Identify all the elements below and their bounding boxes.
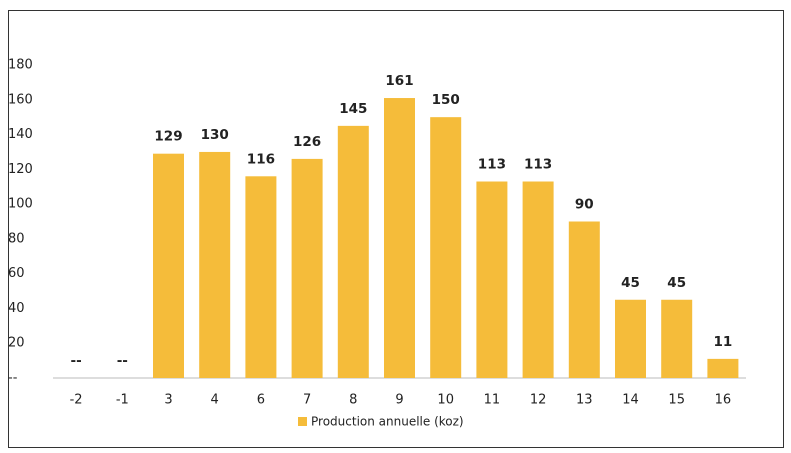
value-label: 145 — [339, 101, 367, 117]
bar — [568, 221, 600, 378]
legend-swatch — [298, 417, 307, 426]
x-tick-label: 4 — [211, 393, 219, 408]
value-label: 113 — [478, 157, 506, 173]
value-label: 130 — [201, 127, 229, 143]
value-label: 126 — [293, 134, 321, 150]
bar — [337, 125, 369, 378]
bar — [245, 176, 277, 378]
bar — [615, 299, 646, 378]
value-label: 11 — [714, 334, 733, 350]
bar — [476, 181, 508, 378]
x-tick-label: 11 — [484, 393, 501, 408]
bar — [522, 181, 554, 378]
value-label: 116 — [247, 151, 275, 167]
x-tick-label: 9 — [395, 393, 403, 408]
chart-border — [8, 10, 784, 448]
x-tick-label: 16 — [715, 393, 732, 408]
value-label: -- — [117, 353, 128, 369]
y-tick-label: -- — [8, 371, 18, 386]
x-tick-label: 8 — [349, 393, 357, 408]
x-tick-label: 3 — [164, 393, 172, 408]
bar — [707, 358, 739, 378]
value-label: 150 — [432, 92, 460, 108]
value-label: 45 — [621, 275, 640, 291]
x-tick-label: -2 — [70, 393, 83, 408]
x-tick-label: 13 — [576, 393, 593, 408]
legend-label: Production annuelle (koz) — [311, 415, 464, 429]
x-tick-label: 15 — [668, 393, 685, 408]
y-tick-label: 140 — [8, 127, 33, 142]
y-tick-label: 40 — [8, 301, 25, 316]
y-tick-label: 100 — [8, 197, 33, 212]
x-tick-label: -1 — [116, 393, 129, 408]
y-tick-label: 120 — [8, 162, 33, 177]
value-label: 129 — [154, 129, 182, 145]
y-tick-label: 60 — [8, 266, 25, 281]
bar — [199, 151, 231, 378]
x-tick-label: 10 — [437, 393, 454, 408]
value-label: 90 — [575, 197, 594, 213]
x-tick-label: 12 — [530, 393, 547, 408]
value-label: -- — [70, 353, 81, 369]
bar — [153, 153, 184, 378]
bar — [384, 98, 415, 379]
x-tick-label: 7 — [303, 393, 311, 408]
bar — [661, 299, 693, 378]
y-tick-label: 180 — [8, 58, 33, 73]
bar — [430, 117, 462, 379]
y-tick-label: 20 — [8, 336, 25, 351]
x-tick-label: 14 — [622, 393, 639, 408]
y-tick-label: 160 — [8, 92, 33, 107]
value-label: 45 — [667, 275, 686, 291]
bar — [291, 158, 323, 378]
y-tick-label: 80 — [8, 231, 25, 246]
value-label: 113 — [524, 157, 552, 173]
value-label: 161 — [385, 73, 413, 89]
x-tick-label: 6 — [257, 393, 265, 408]
